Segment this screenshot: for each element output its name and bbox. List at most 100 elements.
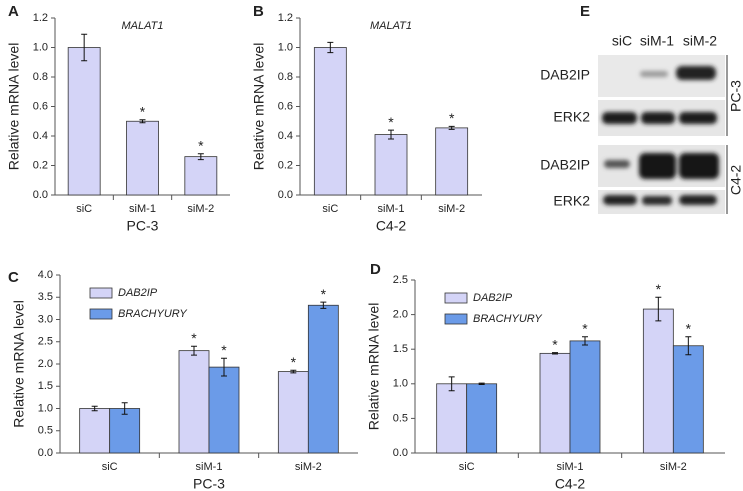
y-tick-label: 0.4 bbox=[33, 130, 48, 142]
western-blot: E siC siM-1 siM-2 DAB2IP ERK2 DAB2IP ERK… bbox=[540, 3, 743, 214]
y-tick-label: 4.0 bbox=[38, 269, 53, 281]
bar bbox=[178, 350, 210, 454]
y-axis-label: Relative mRNA level bbox=[251, 43, 267, 171]
panel-label: A bbox=[8, 3, 19, 20]
error-bar bbox=[91, 405, 98, 412]
x-tick-label: siM-2 bbox=[438, 203, 465, 215]
significance-mark: * bbox=[140, 103, 146, 119]
error-bar bbox=[191, 345, 197, 356]
error-bar bbox=[448, 125, 455, 130]
chart-title: MALAT1 bbox=[370, 20, 412, 32]
significance-mark: * bbox=[198, 137, 204, 153]
bar bbox=[109, 408, 141, 454]
x-axis-label: C4-2 bbox=[555, 476, 586, 491]
significance-mark: * bbox=[686, 320, 692, 336]
bar bbox=[435, 127, 469, 196]
bar bbox=[79, 408, 111, 454]
legend-label: BRACHYURY bbox=[473, 313, 542, 325]
significance-mark: * bbox=[449, 110, 455, 126]
significance-mark: * bbox=[656, 281, 662, 297]
error-bar bbox=[327, 41, 334, 54]
y-tick-label: 2.0 bbox=[38, 358, 53, 370]
y-tick-label: 0.0 bbox=[33, 189, 48, 201]
legend-label: DAB2IP bbox=[118, 287, 158, 299]
error-bar bbox=[685, 336, 692, 356]
y-tick-label: 0.2 bbox=[278, 159, 293, 171]
error-bar bbox=[139, 119, 146, 124]
significance-mark: * bbox=[321, 286, 327, 302]
y-tick-label: 0.2 bbox=[33, 159, 48, 171]
error-bar bbox=[552, 352, 558, 355]
y-tick-label: 2.5 bbox=[38, 336, 53, 348]
lane-label: siM-1 bbox=[640, 33, 674, 49]
significance-mark: * bbox=[582, 320, 588, 336]
group-label: C4-2 bbox=[728, 165, 743, 196]
y-tick-label: 0.5 bbox=[38, 425, 53, 437]
bar bbox=[313, 47, 347, 196]
x-axis-label: PC-3 bbox=[127, 218, 159, 234]
x-tick-label: siM-1 bbox=[557, 461, 584, 473]
x-tick-label: siM-1 bbox=[129, 203, 156, 215]
x-tick-label: siC bbox=[76, 203, 92, 215]
y-tick-label: 1.0 bbox=[38, 402, 53, 414]
bar bbox=[672, 345, 704, 454]
significance-mark: * bbox=[191, 330, 197, 346]
bar bbox=[67, 47, 101, 196]
row-label: ERK2 bbox=[553, 193, 590, 209]
bar bbox=[208, 366, 240, 454]
error-bar bbox=[290, 369, 297, 374]
row-label: DAB2IP bbox=[540, 67, 590, 83]
error-bar bbox=[197, 153, 204, 161]
y-tick-label: 2.0 bbox=[393, 309, 408, 321]
y-tick-label: 0.6 bbox=[278, 100, 293, 112]
legend-label: BRACHYURY bbox=[118, 308, 187, 320]
group-label: PC-3 bbox=[728, 80, 743, 112]
y-tick-label: 3.5 bbox=[38, 291, 53, 303]
x-axis-label: C4-2 bbox=[376, 218, 407, 234]
row-label: DAB2IP bbox=[540, 157, 590, 173]
lane-label: siC bbox=[612, 33, 632, 49]
y-tick-label: 0.6 bbox=[33, 100, 48, 112]
significance-mark: * bbox=[221, 342, 227, 358]
y-axis-label: Relative mRNA level bbox=[6, 43, 22, 171]
x-tick-label: siM-1 bbox=[378, 203, 405, 215]
blot-bands bbox=[602, 66, 719, 205]
bar bbox=[539, 352, 571, 454]
x-tick-label: siC bbox=[322, 203, 338, 215]
error-bar bbox=[448, 376, 455, 392]
panel-label: B bbox=[253, 3, 264, 20]
error-bar bbox=[582, 336, 588, 346]
bar bbox=[277, 371, 309, 454]
x-tick-label: siM-2 bbox=[187, 203, 214, 215]
y-tick-label: 0.5 bbox=[393, 412, 408, 424]
y-tick-label: 1.0 bbox=[278, 41, 293, 53]
x-axis-label: PC-3 bbox=[193, 476, 225, 491]
bar bbox=[126, 120, 159, 196]
x-tick-label: siM-2 bbox=[295, 461, 322, 473]
y-tick-label: 0.0 bbox=[38, 447, 53, 459]
legend-swatch bbox=[444, 292, 468, 304]
y-tick-label: 0.4 bbox=[278, 130, 293, 142]
y-tick-label: 0.0 bbox=[393, 447, 408, 459]
panel-label: D bbox=[370, 261, 381, 278]
legend-swatch bbox=[89, 287, 113, 299]
bar bbox=[374, 134, 408, 196]
bar bbox=[184, 156, 218, 196]
lane-label: siM-2 bbox=[683, 33, 717, 49]
error-bar bbox=[121, 402, 128, 415]
legend-label: DAB2IP bbox=[473, 292, 513, 304]
panel-label: C bbox=[8, 269, 19, 286]
y-tick-label: 1.0 bbox=[393, 378, 408, 390]
y-tick-label: 2.5 bbox=[393, 274, 408, 286]
significance-mark: * bbox=[388, 114, 394, 130]
y-axis-label: Relative mRNA level bbox=[11, 300, 27, 428]
bar bbox=[642, 308, 674, 454]
y-tick-label: 3.0 bbox=[38, 313, 53, 325]
bar bbox=[436, 383, 468, 454]
y-tick-label: 0.0 bbox=[278, 189, 293, 201]
y-tick-label: 1.0 bbox=[33, 41, 48, 53]
error-bar bbox=[81, 33, 88, 62]
panel-label: E bbox=[580, 3, 590, 20]
significance-mark: * bbox=[291, 354, 297, 370]
